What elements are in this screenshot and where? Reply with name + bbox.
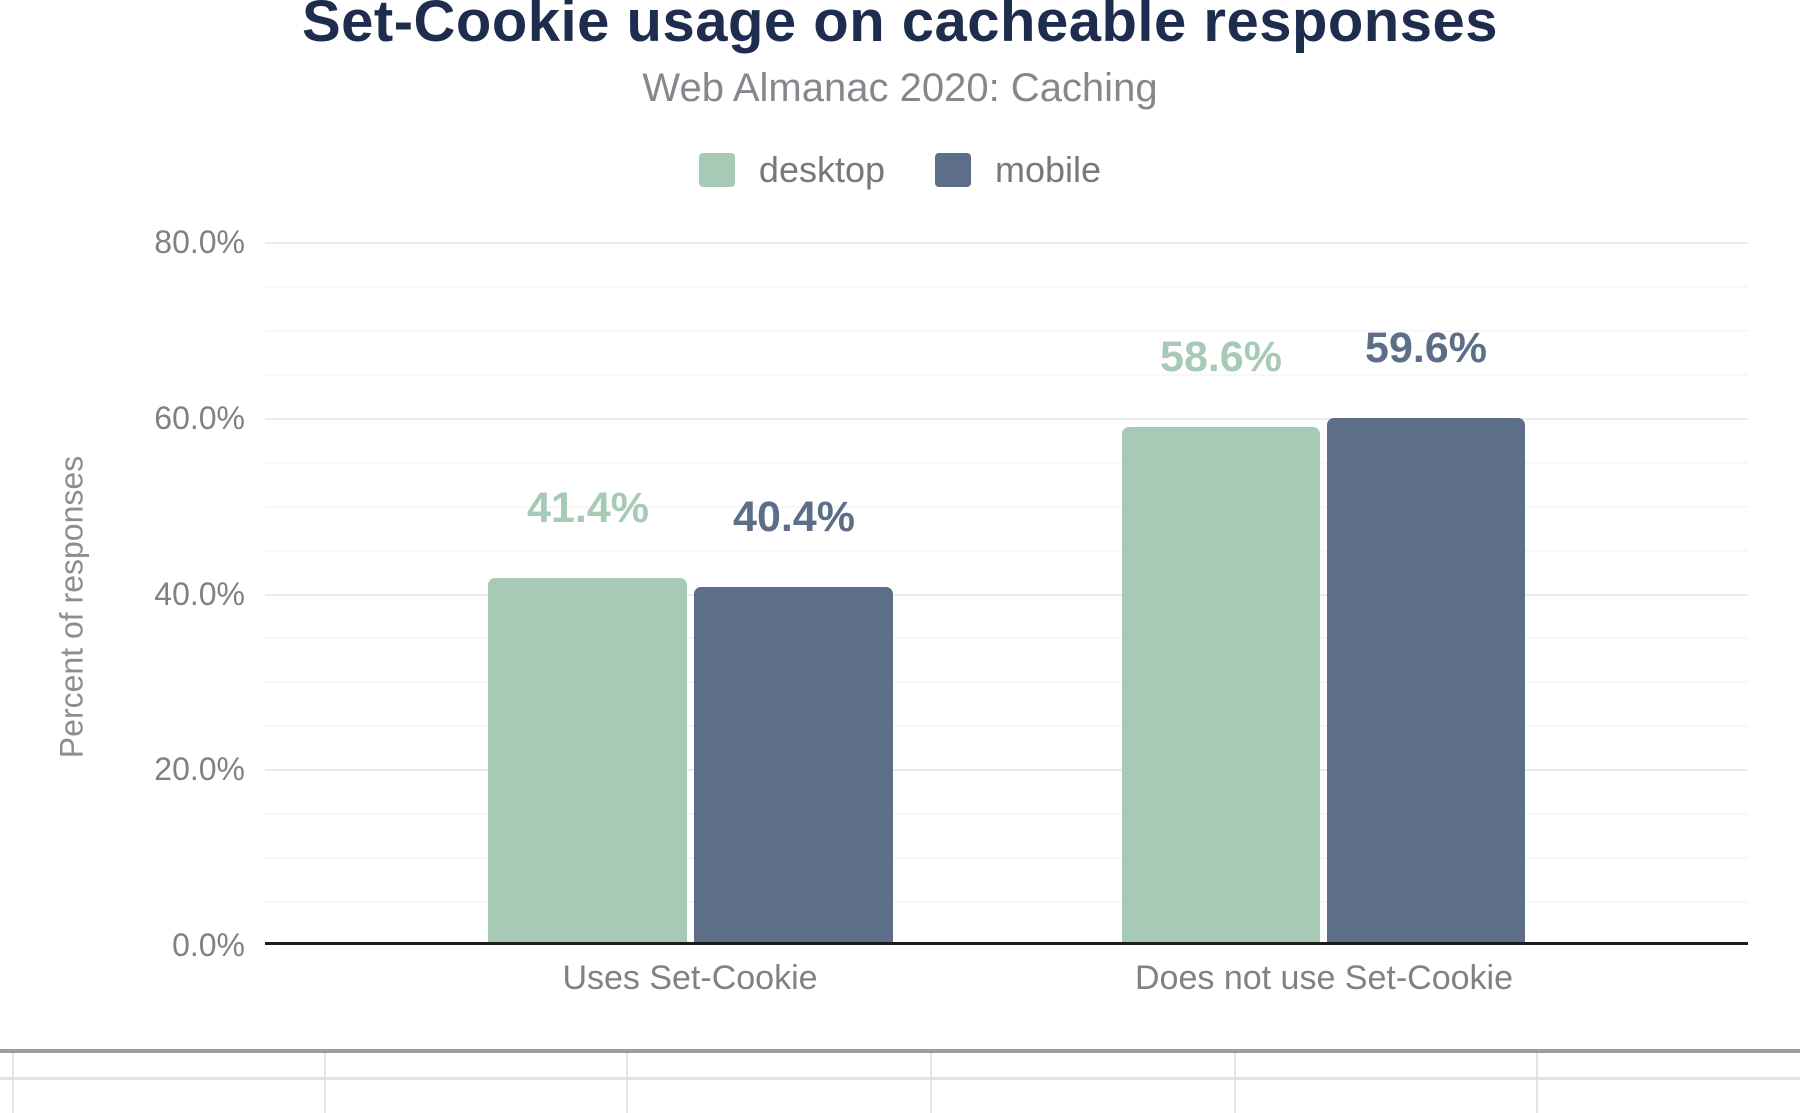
gridline-80 [265,242,1748,244]
plot-area: 41.4% 40.4% 58.6% 59.6% [265,242,1748,945]
legend-swatch-desktop [698,153,735,187]
legend-item-desktop: desktop [698,149,886,191]
y-tick-label-20: 20.0% [154,751,245,787]
gridline-50 [265,506,1748,508]
spreadsheet-column-line-4 [930,1053,932,1113]
bar-value-label-mobile-uses-set-cookie: 40.4% [733,493,855,541]
gridline-15 [265,813,1748,815]
gridline-60 [265,418,1748,420]
spreadsheet-column-line-1 [12,1053,14,1113]
gridline-25 [265,725,1748,727]
spreadsheet-row-line [0,1077,1800,1080]
gridline-5 [265,901,1748,903]
legend-label-desktop: desktop [758,149,886,190]
spreadsheet-column-line-6 [1536,1053,1538,1113]
x-category-label-uses-set-cookie: Uses Set-Cookie [562,959,818,997]
chart-title: Set-Cookie usage on cacheable responses [301,0,1499,54]
spreadsheet-column-line-3 [626,1053,628,1113]
y-tick-label-80: 80.0% [154,224,245,260]
gridline-45 [265,550,1748,552]
x-category-label-does-not-use-set-cookie: Does not use Set-Cookie [1135,959,1513,997]
chart-subtitle: Web Almanac 2020: Caching [642,66,1158,110]
bar-mobile-uses-set-cookie [694,587,893,942]
legend-item-mobile: mobile [935,149,1101,191]
gridline-10 [265,857,1748,859]
spreadsheet-column-line-5 [1234,1053,1236,1113]
bar-value-label-desktop-does-not-use-set-cookie: 58.6% [1160,333,1282,381]
bar-value-label-mobile-does-not-use-set-cookie: 59.6% [1365,324,1487,372]
gridline-30 [265,681,1748,683]
spreadsheet-column-line-2 [324,1053,326,1113]
gridline-55 [265,462,1748,464]
bar-mobile-does-not-use-set-cookie [1327,418,1525,942]
x-axis-line [265,942,1748,945]
gridline-40 [265,594,1748,596]
y-tick-label-0: 0.0% [172,927,245,963]
legend-label-mobile: mobile [995,149,1102,190]
bar-desktop-uses-set-cookie [488,578,687,942]
gridline-70 [265,330,1748,332]
legend-swatch-mobile [935,153,972,187]
legend: desktop mobile [0,149,1800,191]
y-tick-label-60: 60.0% [154,400,245,436]
spreadsheet-top-border [0,1049,1800,1053]
gridline-35 [265,637,1748,639]
bar-desktop-does-not-use-set-cookie [1122,427,1320,942]
gridline-75 [265,286,1748,288]
gridline-20 [265,769,1748,771]
y-tick-label-40: 40.0% [154,576,245,612]
gridline-65 [265,374,1748,376]
bar-value-label-desktop-uses-set-cookie: 41.4% [527,484,649,532]
